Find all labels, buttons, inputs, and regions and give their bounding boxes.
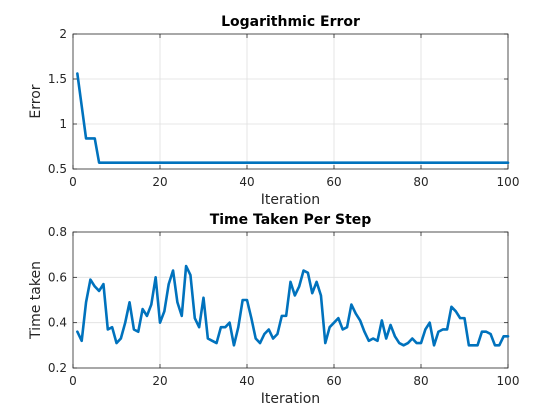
time-ytick-label-2: 0.6 (48, 270, 67, 284)
time-ytick-label-0: 0.2 (48, 361, 67, 375)
error-xtick-label-4: 80 (413, 175, 428, 189)
error-ytick-label-3: 2 (59, 27, 67, 41)
error-x-axis-label: Iteration (261, 192, 320, 208)
time-xtick-label-5: 100 (497, 374, 520, 388)
time-xtick-label-2: 40 (239, 374, 254, 388)
time-axes-box (72, 231, 509, 369)
error-series-line-0 (76, 72, 510, 164)
time-xtick-label-3: 60 (326, 374, 341, 388)
error-xtick-label-5: 100 (497, 175, 520, 189)
error-axes-box (72, 33, 509, 170)
time-y-axis-label: Time taken (28, 261, 44, 340)
time-ytick-label-1: 0.4 (48, 316, 67, 330)
time-ytick-label-3: 0.8 (48, 225, 67, 239)
time-xtick-label-4: 80 (413, 374, 428, 388)
error-ytick-label-0: 0.5 (48, 162, 67, 176)
error-xtick-label-0: 0 (69, 175, 77, 189)
error-ytick-label-2: 1.5 (48, 72, 67, 86)
time-plot: 0 20 40 60 80 100 0.2 0.4 0.6 0.8 Time Taken Per S… (28, 212, 519, 407)
time-chart-title: Time Taken Per Step (210, 212, 372, 228)
error-y-axis-label: Error (28, 84, 44, 118)
error-plot: 0 20 40 60 80 100 0.5 1 1.5 2 Logarithmic Error Ite… (28, 14, 519, 208)
time-xtick-label-1: 20 (152, 374, 167, 388)
error-chart-title: Logarithmic Error (221, 14, 360, 30)
error-xtick-label-2: 40 (239, 175, 254, 189)
time-x-axis-label: Iteration (261, 391, 320, 407)
error-xtick-label-3: 60 (326, 175, 341, 189)
error-ytick-label-1: 1 (59, 117, 67, 131)
error-xtick-label-1: 20 (152, 175, 167, 189)
time-series-line-0 (76, 264, 510, 347)
time-xtick-label-0: 0 (69, 374, 77, 388)
